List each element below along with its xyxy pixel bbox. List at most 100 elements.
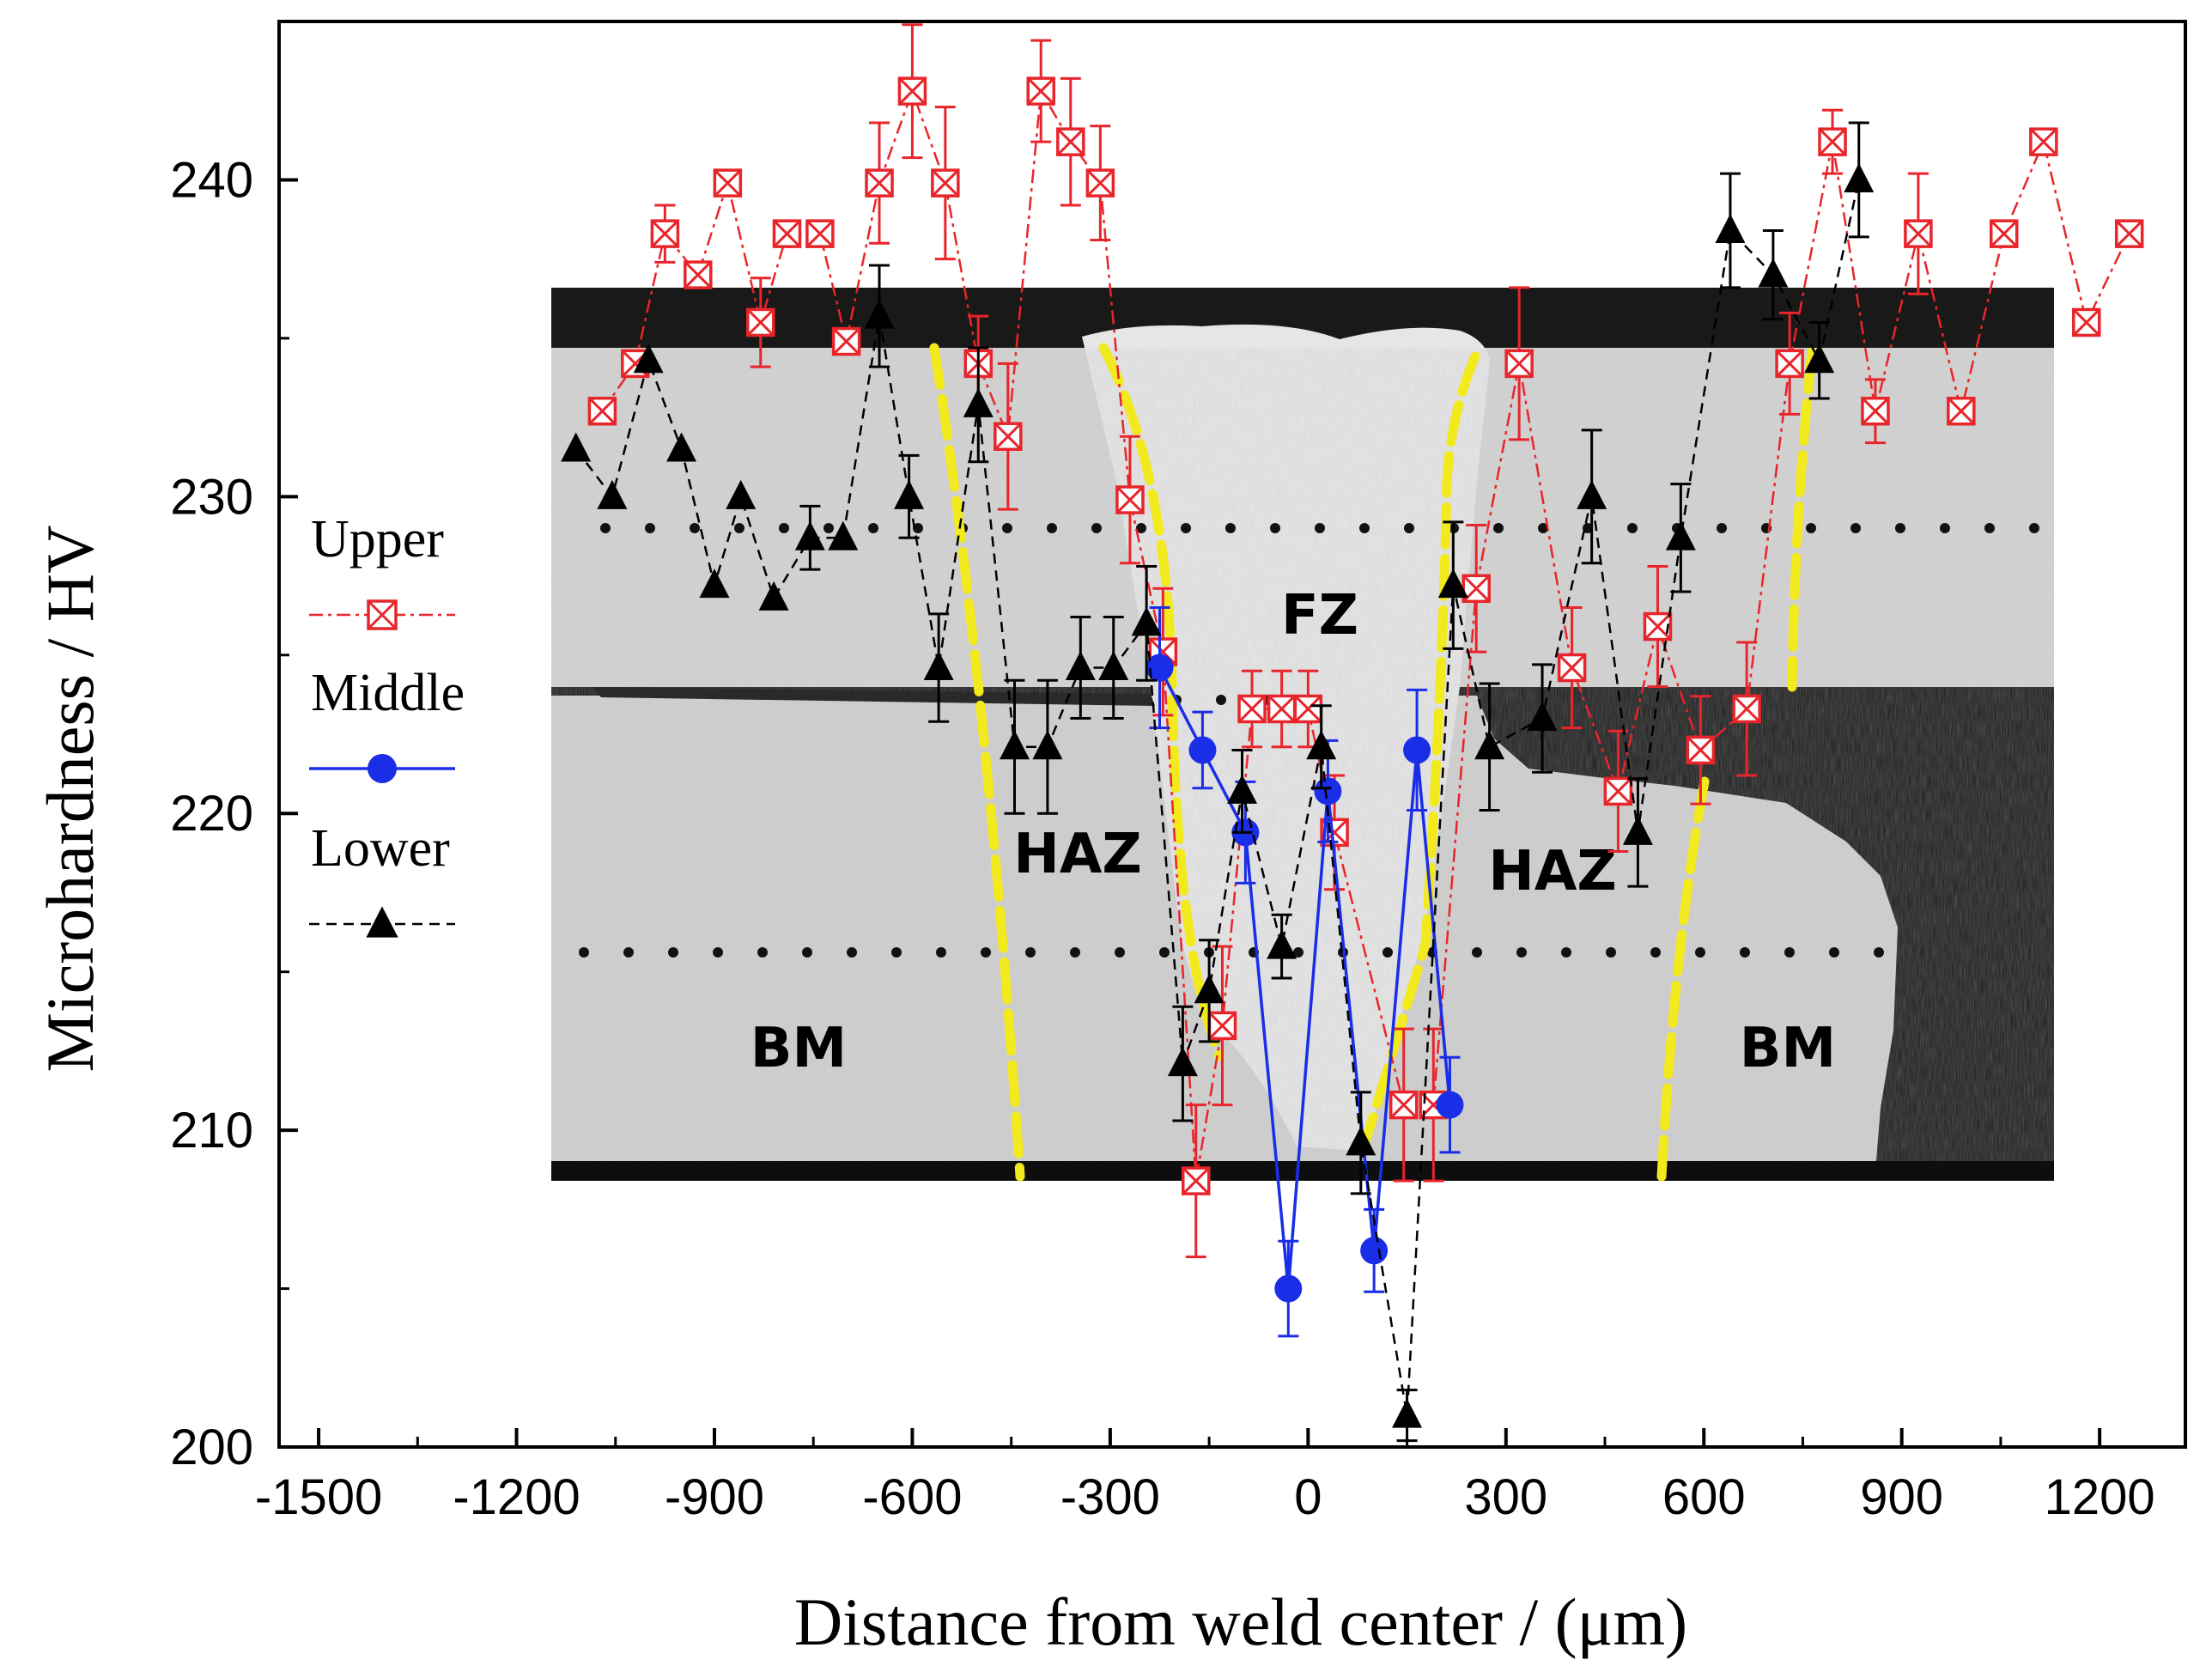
hardness-indent bbox=[2029, 523, 2039, 533]
data-point bbox=[699, 568, 730, 599]
data-point bbox=[1293, 694, 1323, 724]
legend-marker bbox=[366, 906, 398, 938]
data-point bbox=[864, 299, 895, 329]
data-point bbox=[1804, 344, 1835, 374]
data-point bbox=[963, 387, 994, 417]
hardness-indent bbox=[1740, 947, 1750, 958]
data-point bbox=[1622, 815, 1653, 845]
data-point bbox=[1237, 694, 1267, 724]
data-point bbox=[1194, 974, 1224, 1004]
data-point bbox=[1115, 485, 1145, 514]
data-series bbox=[561, 23, 2144, 1443]
x-axis-title: Distance from weld center / (μm) bbox=[794, 1584, 1687, 1659]
legend-label-middle: Middle bbox=[311, 664, 465, 722]
data-point bbox=[1056, 127, 1085, 156]
hardness-indent bbox=[1404, 523, 1414, 533]
data-point bbox=[650, 219, 680, 248]
hardness-indent bbox=[1561, 947, 1571, 958]
data-point bbox=[1436, 1091, 1464, 1119]
hardness-indent bbox=[1159, 947, 1170, 958]
data-point bbox=[1065, 651, 1096, 681]
x-tick-label: -1500 bbox=[255, 1469, 382, 1525]
data-point bbox=[828, 520, 859, 550]
hardness-indent bbox=[1695, 947, 1705, 958]
data-point bbox=[2029, 127, 2058, 156]
data-point bbox=[1207, 1011, 1237, 1041]
hardness-indent bbox=[1382, 947, 1393, 958]
data-point bbox=[1758, 258, 1789, 288]
region-label-fz: FZ bbox=[1281, 584, 1358, 648]
hardness-indent bbox=[868, 523, 878, 533]
hardness-indent bbox=[823, 523, 834, 533]
data-point bbox=[1314, 777, 1342, 806]
hardness-indent bbox=[802, 947, 812, 958]
data-point bbox=[805, 219, 835, 248]
hardness-indent bbox=[913, 523, 923, 533]
data-point bbox=[923, 651, 954, 681]
legend-marker bbox=[368, 754, 397, 783]
data-point bbox=[1775, 349, 1804, 379]
indent-row-lower bbox=[579, 947, 1884, 958]
hardness-indent bbox=[579, 947, 589, 958]
hardness-indent bbox=[891, 947, 902, 958]
data-point bbox=[746, 307, 775, 337]
hardness-indent bbox=[1984, 523, 1995, 533]
data-point bbox=[684, 260, 713, 289]
hardness-indent bbox=[1606, 947, 1616, 958]
region-label-bm-left: BM bbox=[750, 1017, 847, 1080]
hardness-indent bbox=[1070, 947, 1080, 958]
zone-boundary bbox=[1656, 776, 1710, 1182]
y-tick-label: 230 bbox=[170, 469, 253, 525]
data-point bbox=[633, 344, 664, 374]
data-point bbox=[1437, 568, 1468, 599]
data-point bbox=[1844, 162, 1875, 192]
data-point bbox=[1389, 1090, 1419, 1120]
data-point bbox=[1818, 127, 1847, 156]
data-point bbox=[865, 168, 894, 198]
legend-swatch-middle bbox=[309, 754, 455, 783]
data-point bbox=[897, 76, 927, 106]
x-tick-label: -300 bbox=[1060, 1469, 1160, 1525]
series-lower bbox=[561, 121, 1875, 1443]
hardness-indent bbox=[1874, 947, 1884, 958]
x-axis: -1500 -1200 -900 -600 -300 0 300 600 900 1200 bbox=[255, 1428, 2155, 1525]
x-tick-label: 300 bbox=[1464, 1469, 1547, 1525]
hardness-indent bbox=[1538, 523, 1548, 533]
legend-label-upper: Upper bbox=[311, 510, 444, 568]
weld-micrograph: FZ HAZ HAZ BM BM bbox=[551, 288, 2054, 1182]
hardness-indent bbox=[668, 947, 678, 958]
data-point bbox=[1131, 606, 1162, 636]
y-axis-title: Microhardness / HV bbox=[33, 526, 107, 1073]
data-point bbox=[1603, 776, 1633, 806]
hardness-indent bbox=[1315, 523, 1325, 533]
data-point bbox=[1032, 730, 1063, 760]
hardness-indent bbox=[1829, 947, 1839, 958]
series-line bbox=[1158, 666, 1452, 1289]
series-middle bbox=[1146, 605, 1464, 1338]
data-point bbox=[1732, 694, 1761, 724]
data-point bbox=[1098, 651, 1129, 681]
hardness-indent bbox=[1516, 947, 1527, 958]
zone-boundary bbox=[929, 343, 1025, 1182]
hardness-indent bbox=[1359, 523, 1370, 533]
x-tick-label: -900 bbox=[665, 1469, 764, 1525]
x-tick-label: 0 bbox=[1294, 1469, 1322, 1525]
hardness-indent bbox=[1493, 523, 1504, 533]
data-point bbox=[1085, 168, 1115, 198]
hardness-indent bbox=[600, 523, 611, 533]
legend-swatch-upper bbox=[309, 599, 455, 630]
data-point bbox=[2072, 307, 2101, 337]
y-tick-label: 200 bbox=[170, 1420, 253, 1475]
data-point bbox=[1947, 396, 1976, 426]
data-point bbox=[666, 432, 697, 462]
region-label-bm-right: BM bbox=[1740, 1017, 1836, 1080]
plot-frame bbox=[277, 20, 2187, 1449]
hardness-indent bbox=[1627, 523, 1638, 533]
series-upper bbox=[587, 23, 2144, 1259]
hardness-indent bbox=[1472, 947, 1482, 958]
y-tick-label: 210 bbox=[170, 1103, 253, 1158]
data-point bbox=[1146, 654, 1174, 682]
data-point bbox=[1504, 349, 1534, 379]
hardness-indent bbox=[1650, 947, 1661, 958]
hardness-indent bbox=[779, 523, 789, 533]
